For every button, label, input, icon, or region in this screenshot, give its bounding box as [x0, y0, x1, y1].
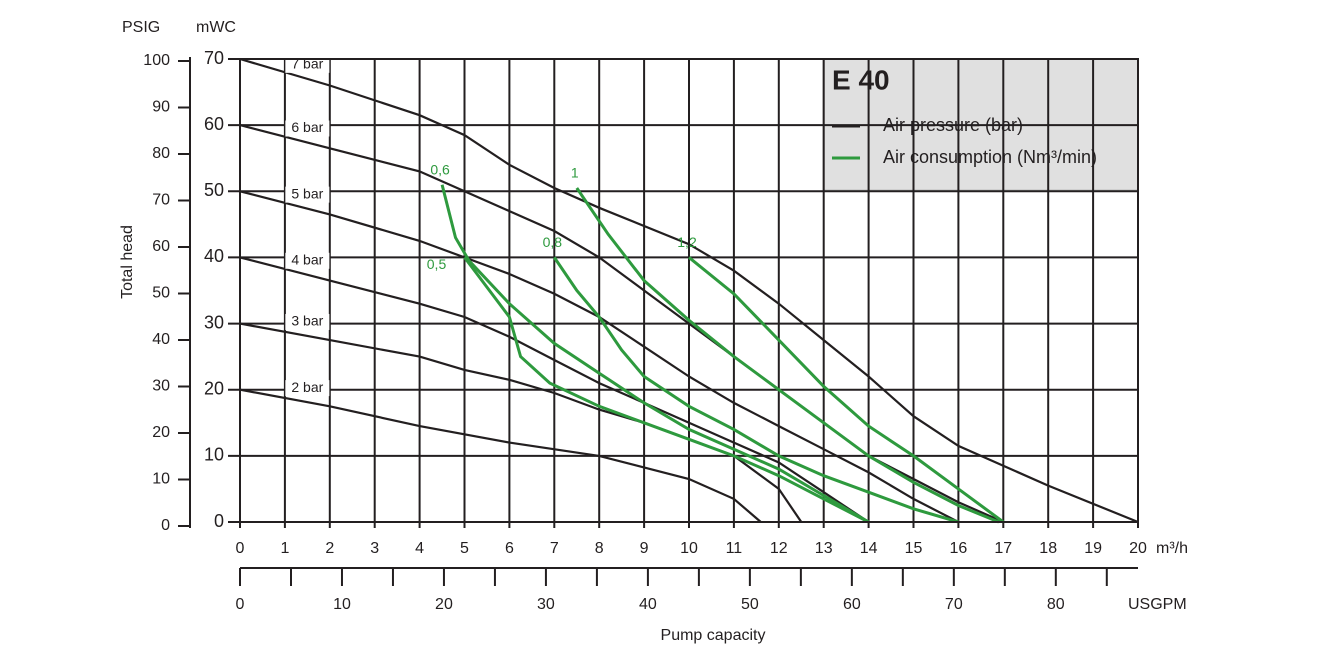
y-tick-label: 70	[204, 48, 224, 68]
x-tick-label: 17	[994, 540, 1012, 557]
curve-label: 1	[571, 165, 579, 181]
y2-tick-label: 0	[161, 517, 170, 534]
y-tick-label: 60	[204, 114, 224, 134]
plot-frame	[239, 58, 1139, 523]
curve-label: 7 bar	[291, 56, 323, 72]
x-tick-label: 18	[1039, 540, 1057, 557]
y-axis-label: Total head	[119, 225, 136, 299]
x-tick-label: 5	[460, 540, 469, 557]
x-tick-label: 3	[370, 540, 379, 557]
x2-tick-label: 60	[843, 596, 861, 613]
y2-tick-label: 50	[152, 285, 170, 302]
curve-label: 0,6	[430, 161, 450, 177]
curve-label: 5 bar	[291, 185, 323, 201]
y2-tick-label: 90	[152, 99, 170, 116]
label-bg	[285, 56, 330, 73]
curve-label: 3 bar	[291, 313, 323, 329]
x2-tick-label: 70	[945, 596, 963, 613]
x2-tick-label: 10	[333, 596, 351, 613]
x-tick-label: 11	[726, 540, 743, 557]
x2-tick-label: 80	[1047, 596, 1065, 613]
x-tick-label: 12	[770, 540, 788, 557]
x-tick-label: 14	[860, 540, 878, 557]
label-bg	[285, 252, 330, 269]
consumption-curve	[440, 184, 870, 524]
x-tick-label: 4	[415, 540, 424, 557]
y2-tick-label: 100	[143, 52, 170, 69]
x-tick-label: 8	[595, 540, 604, 557]
x-axis-label: Pump capacity	[661, 627, 766, 644]
y-unit: mWC	[196, 19, 236, 36]
consumption-curve	[463, 256, 870, 524]
curve-label: 2 bar	[291, 379, 323, 395]
legend-label: Air consumption (Nm³/min)	[883, 147, 1097, 167]
curve-label: 4 bar	[291, 251, 323, 267]
x-tick-label: 10	[680, 540, 698, 557]
y2-unit: PSIG	[122, 19, 160, 36]
x-tick-label: 13	[815, 540, 833, 557]
y2-tick-label: 70	[152, 192, 170, 209]
x-tick-label: 19	[1084, 540, 1102, 557]
x2-tick-label: 50	[741, 596, 759, 613]
pressure-curve	[239, 388, 762, 523]
y2-tick-label: 10	[152, 471, 170, 488]
curve-label: 0,8	[543, 234, 563, 250]
y2-tick-label: 80	[152, 145, 170, 162]
y-tick-label: 40	[204, 246, 224, 266]
legend-label: Air pressure (bar)	[883, 115, 1023, 135]
x-tick-label: 15	[905, 540, 923, 557]
x-tick-label: 0	[236, 540, 245, 557]
label-bg	[285, 380, 330, 397]
consumption-curve	[688, 256, 1005, 524]
x-tick-label: 9	[640, 540, 649, 557]
x2-tick-label: 0	[236, 596, 245, 613]
x-tick-label: 20	[1129, 540, 1147, 557]
curve-label: 1,2	[677, 234, 697, 250]
consumption-curve	[575, 187, 1000, 524]
y2-tick-label: 60	[152, 238, 170, 255]
y-tick-label: 10	[204, 445, 224, 465]
curve-label: 6 bar	[291, 119, 323, 135]
label-bg	[285, 120, 330, 137]
legend-title: E 40	[832, 64, 890, 95]
x2-unit: USGPM	[1128, 596, 1187, 613]
x-tick-label: 2	[325, 540, 334, 557]
curve-label: 0,5	[427, 256, 447, 272]
consumption-curve	[553, 256, 959, 524]
label-bg	[285, 186, 330, 203]
pressure-curve	[239, 57, 1139, 524]
y-tick-label: 20	[204, 378, 224, 398]
x-unit: m³/h	[1156, 540, 1188, 557]
y2-tick-label: 40	[152, 331, 170, 348]
y-tick-label: 0	[214, 511, 224, 531]
pressure-curve	[239, 322, 803, 523]
label-bg	[285, 313, 330, 330]
x-tick-label: 6	[505, 540, 514, 557]
x2-tick-label: 40	[639, 596, 657, 613]
x2-tick-label: 30	[537, 596, 555, 613]
pressure-curve	[239, 256, 870, 523]
x2-tick-label: 20	[435, 596, 453, 613]
x-tick-label: 16	[950, 540, 968, 557]
y2-tick-label: 20	[152, 424, 170, 441]
x-tick-label: 1	[280, 540, 289, 557]
y-tick-label: 30	[204, 312, 224, 332]
x-tick-label: 7	[550, 540, 559, 557]
y-tick-label: 50	[204, 180, 224, 200]
pressure-curve	[239, 190, 959, 523]
y2-tick-label: 30	[152, 378, 170, 395]
